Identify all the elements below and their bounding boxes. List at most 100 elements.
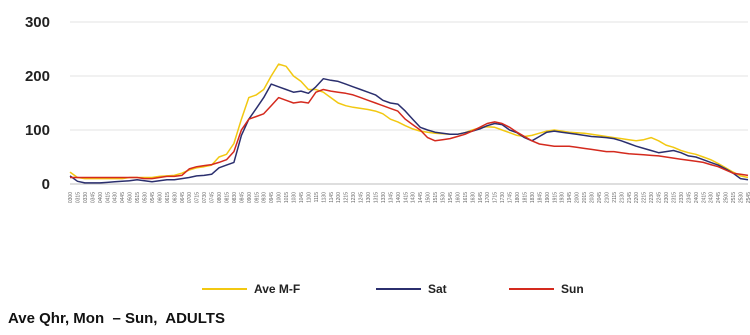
x-tick-label: 1515 [433, 192, 439, 203]
x-tick-label: 1800 [515, 192, 521, 203]
x-tick-label: 1315 [373, 192, 379, 203]
x-tick-label: 2315 [671, 192, 677, 203]
x-tick-label: 1845 [537, 192, 543, 203]
x-tick-label: 1230 [351, 192, 357, 203]
x-tick-label: 0345 [90, 192, 96, 203]
x-tick-label: 2230 [649, 192, 655, 203]
x-tick-label: 1415 [403, 192, 409, 203]
x-tick-label: 0730 [202, 192, 208, 203]
x-tick-label: 2300 [664, 192, 670, 203]
x-tick-label: 2445 [716, 192, 722, 203]
series-line-ave-m-f [69, 63, 749, 180]
x-tick-label: 0915 [254, 192, 260, 203]
x-tick-label: 1045 [299, 192, 305, 203]
x-tick-label: 0300 [68, 192, 74, 203]
x-tick-label: 1530 [441, 192, 447, 203]
x-tick-label: 2330 [679, 192, 685, 203]
x-tick-label: 0815 [224, 192, 230, 203]
x-tick-label: 1830 [530, 192, 536, 203]
x-tick-label: 0800 [217, 192, 223, 203]
x-tick-label: 2145 [627, 192, 633, 203]
x-tick-label: 0945 [269, 192, 275, 203]
x-tick-label: 0445 [120, 192, 126, 203]
x-tick-label: 1200 [336, 192, 342, 203]
x-tick-label: 0930 [262, 192, 268, 203]
x-tick-label: 1430 [411, 192, 417, 203]
x-tick-label: 2515 [731, 192, 737, 203]
x-tick-label: 0530 [143, 192, 149, 203]
x-tick-label: 1815 [522, 192, 528, 203]
legend-label: Sat [428, 282, 447, 296]
x-tick-label: 2415 [701, 192, 707, 203]
x-tick-label: 1700 [485, 192, 491, 203]
x-tick-label: 1745 [508, 192, 514, 203]
x-tick-label: 1300 [366, 192, 372, 203]
x-tick-label: 2530 [739, 192, 745, 203]
y-tick-label: 300 [25, 14, 50, 31]
x-tick-label: 1930 [560, 192, 566, 203]
x-tick-label: 1330 [381, 192, 387, 203]
x-tick-label: 2130 [619, 192, 625, 203]
legend-label: Ave M-F [254, 282, 300, 296]
x-tick-label: 2015 [582, 192, 588, 203]
x-tick-label: 0700 [187, 192, 193, 203]
x-tick-label: 1100 [306, 192, 312, 203]
y-tick-label: 200 [25, 68, 50, 85]
x-tick-label: 2500 [724, 192, 730, 203]
x-tick-label: 1245 [359, 192, 365, 203]
x-tick-label: 0900 [247, 192, 253, 203]
x-tick-label: 1615 [463, 192, 469, 203]
x-tick-label: 0415 [105, 192, 111, 203]
x-tick-label: 1030 [292, 192, 298, 203]
x-tick-label: 1500 [426, 192, 432, 203]
x-tick-label: 2400 [694, 192, 700, 203]
x-tick-label: 0630 [172, 192, 178, 203]
x-tick-label: 0500 [128, 192, 134, 203]
y-tick-label: 0 [42, 176, 50, 193]
x-tick-label: 0615 [165, 192, 171, 203]
x-tick-label: 0645 [180, 192, 186, 203]
x-tick-label: 0545 [150, 192, 156, 203]
x-tick-label: 2245 [657, 192, 663, 203]
x-tick-label: 0715 [195, 192, 201, 203]
x-tick-label: 2200 [634, 192, 640, 203]
series-line-sat [69, 77, 749, 184]
x-tick-label: 1015 [284, 192, 290, 203]
x-tick-label: 1915 [552, 192, 558, 203]
x-tick-label: 1945 [567, 192, 573, 203]
x-tick-label: 0845 [239, 192, 245, 203]
x-tick-label: 1445 [418, 192, 424, 203]
x-tick-label: 2000 [575, 192, 581, 203]
series-line-sun [70, 88, 749, 180]
x-tick-label: 2100 [604, 192, 610, 203]
x-tick-label: 2430 [709, 192, 715, 203]
x-tick-label: 2115 [612, 192, 618, 203]
x-tick-label: 2545 [746, 192, 750, 203]
x-tick-label: 0515 [135, 192, 141, 203]
x-tick-label: 0745 [210, 192, 216, 203]
x-axis-ticks: 0300 0315 0330 0345 0400 0415 0430 0445 0500 0515… [68, 192, 750, 203]
series-lines [69, 63, 749, 184]
x-tick-label: 1115 [314, 192, 320, 203]
x-tick-label: 1130 [321, 192, 327, 203]
x-tick-label: 2045 [597, 192, 603, 203]
x-tick-label: 1000 [277, 192, 283, 203]
line-chart: 0 100 200 300 0300 0315 0330 0345 0400 0415 0430 0… [25, 14, 750, 296]
x-tick-label: 1600 [455, 192, 461, 203]
x-tick-label: 2345 [686, 192, 692, 203]
gridlines [70, 21, 748, 185]
x-tick-label: 2030 [590, 192, 596, 203]
x-tick-label: 0430 [113, 192, 119, 203]
x-tick-label: 1630 [470, 192, 476, 203]
x-tick-label: 0830 [232, 192, 238, 203]
x-tick-label: 0600 [157, 192, 163, 203]
legend-label: Sun [561, 282, 584, 296]
y-tick-label: 100 [25, 122, 50, 139]
x-tick-label: 1400 [396, 192, 402, 203]
y-axis-ticks: 0 100 200 300 [25, 14, 50, 193]
x-tick-label: 2215 [642, 192, 648, 203]
x-tick-label: 0330 [83, 192, 89, 203]
x-tick-label: 1215 [344, 192, 350, 203]
legend: Ave M-F Sat Sun [202, 282, 584, 296]
x-tick-label: 1730 [500, 192, 506, 203]
